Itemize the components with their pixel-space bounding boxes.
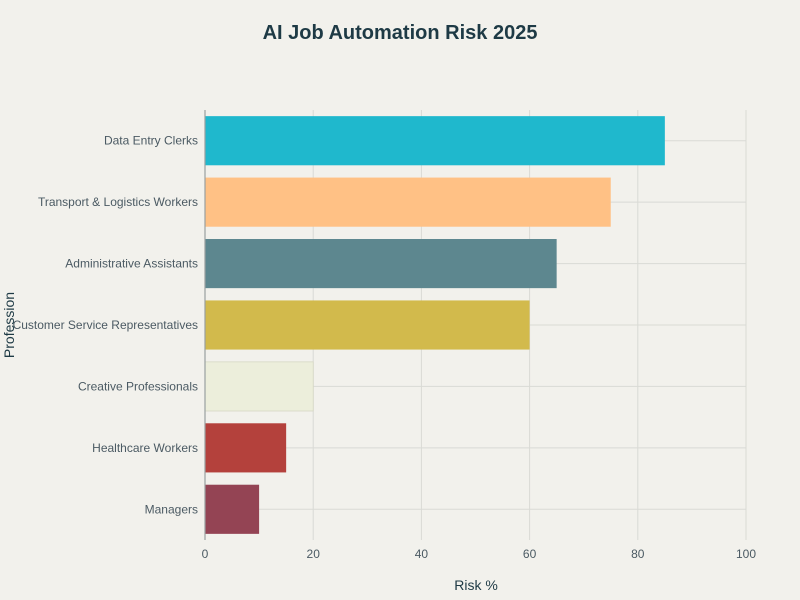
bar-data-entry-clerks <box>205 116 665 166</box>
x-tick-label: 20 <box>307 547 321 561</box>
bar-managers <box>205 484 260 534</box>
x-tick-label: 80 <box>631 547 645 561</box>
y-tick-label: Administrative Assistants <box>65 257 198 271</box>
bar-creative-professionals <box>204 361 314 412</box>
bar-administrative-assistants <box>205 239 557 289</box>
bars <box>204 116 665 534</box>
x-tick-labels: 0 20 40 60 80 100 <box>202 547 757 561</box>
x-axis-title: Risk % <box>454 577 498 593</box>
bar-transport-logistics-workers <box>205 177 611 227</box>
y-tick-label: Transport & Logistics Workers <box>38 195 198 209</box>
y-tick-labels: Data Entry Clerks Transport & Logistics W… <box>13 134 198 517</box>
x-tick-label: 0 <box>202 547 209 561</box>
y-tick-label: Healthcare Workers <box>92 441 198 455</box>
x-tick-label: 40 <box>415 547 429 561</box>
bar-healthcare-workers <box>205 423 287 473</box>
y-tick-label: Creative Professionals <box>78 379 198 393</box>
bar-customer-service-representatives <box>205 300 530 350</box>
y-axis-title: Profession <box>1 292 17 358</box>
y-tick-label: Managers <box>145 502 198 516</box>
y-tick-label: Data Entry Clerks <box>104 134 198 148</box>
x-tick-label: 60 <box>523 547 537 561</box>
y-tick-label: Customer Service Representatives <box>13 318 198 332</box>
chart-title: AI Job Automation Risk 2025 <box>262 22 538 44</box>
x-tick-label: 100 <box>736 547 756 561</box>
